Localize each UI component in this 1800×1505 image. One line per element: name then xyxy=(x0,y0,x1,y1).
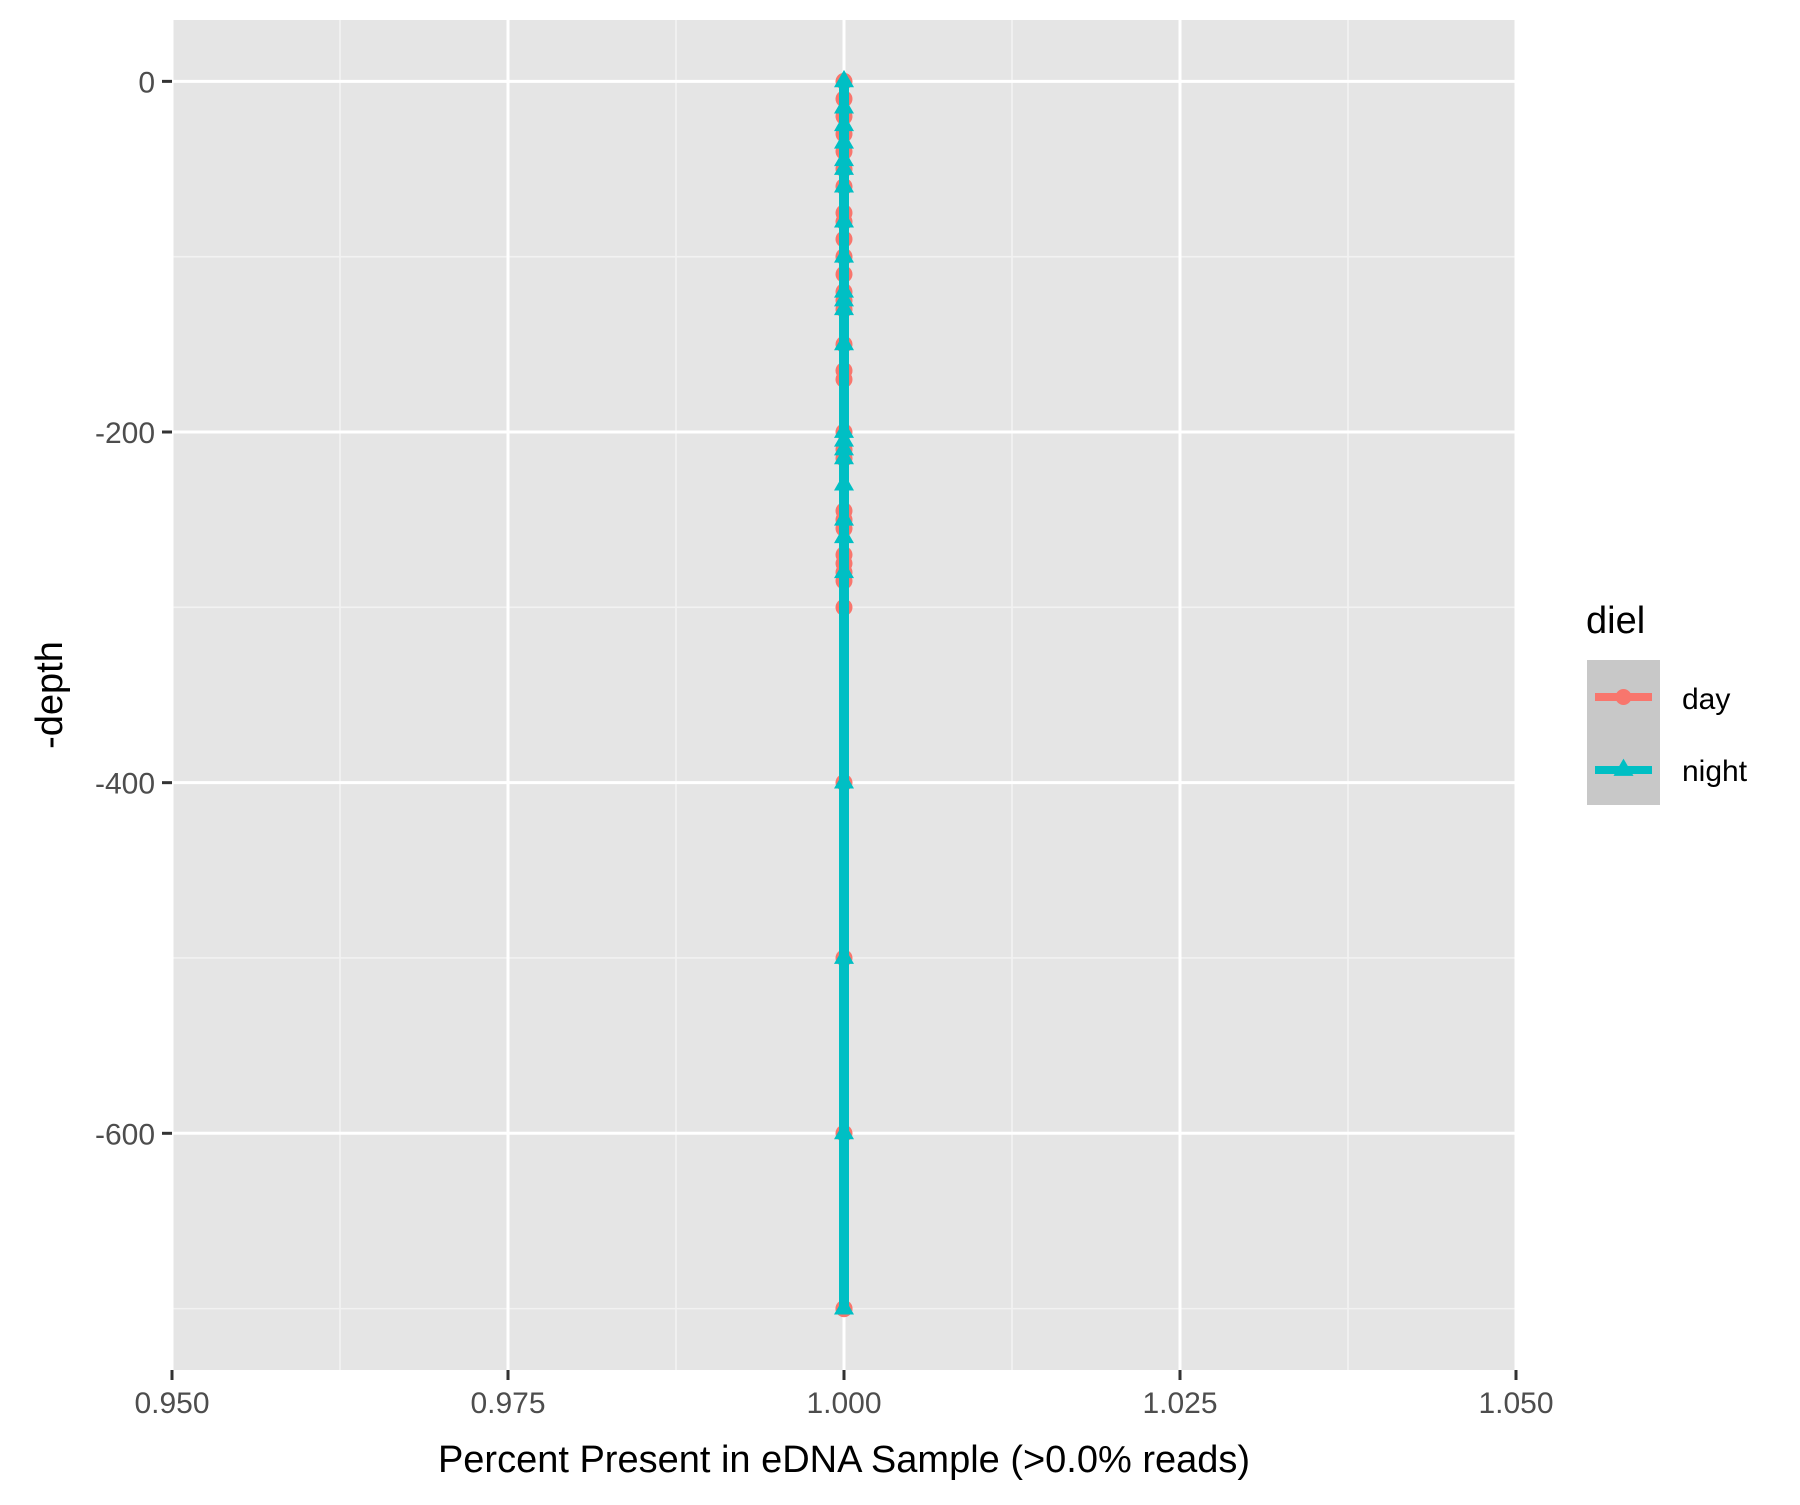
data-point-night xyxy=(834,473,854,491)
data-point-night xyxy=(834,148,854,167)
series-layer xyxy=(834,69,854,1318)
x-tick-label: 1.025 xyxy=(1142,1387,1217,1420)
legend-key-background xyxy=(1587,660,1660,805)
x-axis: 0.950 0.975 1.000 1.025 1.050 xyxy=(134,1370,1554,1420)
data-point-night xyxy=(834,560,854,579)
data-point-night xyxy=(834,420,854,438)
x-tick-label: 1.050 xyxy=(1478,1387,1553,1420)
legend-label-night: night xyxy=(1682,755,1748,788)
data-point-night xyxy=(834,508,854,526)
legend-title: diel xyxy=(1586,600,1645,642)
legend-key-day xyxy=(1595,689,1652,705)
x-axis-title: Percent Present in eDNA Sample (>0.0% re… xyxy=(438,1439,1250,1481)
x-tick-label: 1.000 xyxy=(806,1387,881,1420)
data-point-night xyxy=(834,210,854,228)
data-point-night xyxy=(834,446,854,465)
y-tick-label: -200 xyxy=(95,417,155,450)
data-point-night xyxy=(834,946,854,964)
data-point-night xyxy=(834,175,854,193)
x-tick-label: 0.975 xyxy=(470,1387,545,1420)
data-point-night xyxy=(834,525,854,544)
y-axis-title: -depth xyxy=(29,641,71,749)
data-point-night xyxy=(834,69,854,88)
legend-key-day-marker xyxy=(1615,689,1632,705)
legend: diel day night xyxy=(1586,600,1748,805)
data-point-night xyxy=(834,438,854,456)
data-point-night xyxy=(834,1121,854,1140)
data-point-night xyxy=(834,157,854,175)
data-point-night xyxy=(834,429,854,447)
data-point-night xyxy=(834,113,854,132)
data-point-night xyxy=(834,771,854,789)
y-tick-label: -400 xyxy=(95,768,155,801)
data-point-night xyxy=(834,1297,854,1315)
legend-key-night xyxy=(1595,758,1652,776)
legend-label-day: day xyxy=(1682,683,1730,716)
series-night xyxy=(834,69,854,1315)
data-point-night xyxy=(834,131,854,149)
y-tick-label: 0 xyxy=(138,66,155,99)
data-point-night xyxy=(834,96,854,114)
y-axis: 0 -200 -400 -600 xyxy=(95,66,172,1151)
data-point-night xyxy=(834,280,854,298)
data-point-night xyxy=(834,289,854,307)
y-tick-label: -600 xyxy=(95,1118,155,1151)
data-point-night xyxy=(834,332,854,351)
x-tick-label: 0.950 xyxy=(134,1387,209,1420)
data-point-night xyxy=(834,245,854,263)
legend-key-night-marker xyxy=(1613,758,1634,776)
data-point-night xyxy=(834,297,854,316)
